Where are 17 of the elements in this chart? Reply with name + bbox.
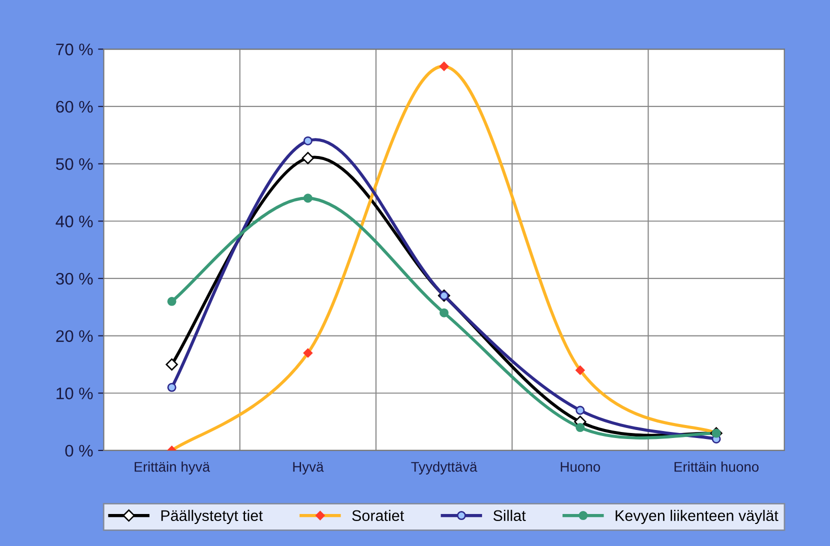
y-tick-label: 20 % (56, 330, 93, 342)
legend-label: Päällystetyt tiet (161, 510, 263, 524)
y-tick-label: 30 % (56, 272, 93, 285)
y-tick-label: 50 % (56, 158, 93, 170)
y-tick-label: 40 % (56, 216, 93, 228)
x-tick-label: Hyvä (293, 462, 324, 475)
legend-label: Kevyen liikenteen väylät (616, 510, 778, 524)
x-tick-label: Huono (560, 462, 600, 472)
x-tick-label: Erittäin huono (674, 462, 759, 472)
legend-label: Sillat (493, 510, 526, 522)
y-tick-label: 10 % (56, 388, 93, 400)
legend-label: Soratiet (352, 510, 404, 522)
x-tick-label: Erittäin hyvä (134, 462, 210, 475)
x-tick-label: Tyydyttävä (411, 462, 478, 475)
y-tick-label: 70 % (56, 44, 93, 56)
y-tick-label: 0 % (65, 444, 93, 457)
y-tick-label: 60 % (56, 100, 93, 113)
